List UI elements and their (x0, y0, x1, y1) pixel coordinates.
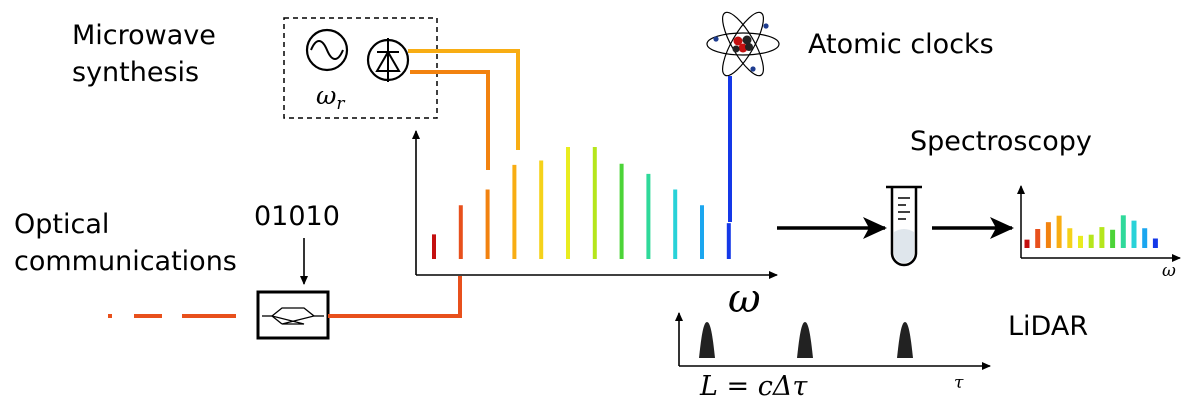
photodiode-wire-orange (410, 70, 490, 170)
microwave-module-box (283, 17, 438, 119)
spectrum-bar-13 (1152, 238, 1158, 248)
lidar-equation: L = cΔτ (699, 371, 808, 402)
spectrum-bar-12 (1142, 228, 1148, 248)
output-fiber (328, 276, 462, 318)
tau-label: τ (954, 373, 964, 393)
spectrum-bar-3 (1045, 222, 1051, 248)
lidar-label: LiDAR (1008, 311, 1088, 342)
atom-icon (706, 11, 780, 77)
microwave-synthesis-label-line2: synthesis (72, 57, 199, 88)
spectrum-bar-11 (1131, 220, 1137, 248)
spectrum-bar-6 (1078, 235, 1083, 248)
optical-communications-label-line2: communications (14, 246, 237, 277)
photodiode-wire-yellow (408, 49, 520, 150)
microwave-synthesis-label-line1: Microwave (72, 20, 216, 51)
oscillator-icon (305, 28, 349, 72)
spectrum-bar-4 (1056, 215, 1062, 248)
lidar-pulse-2 (797, 322, 813, 358)
lidar-pulse-1 (699, 322, 715, 358)
spectrum-bar-2 (1035, 229, 1041, 248)
atomic-clocks-label: Atomic clocks (808, 29, 994, 60)
spectroscopy-label: Spectroscopy (910, 126, 1092, 157)
photodiode-icon (366, 38, 410, 82)
spectrum-bar-7 (1088, 234, 1094, 248)
bit-sequence-label: 01010 (254, 201, 340, 232)
omega-r-label: ωr (316, 81, 345, 114)
mach-zehnder-modulator-icon (256, 290, 330, 340)
spectrum-bar-9 (1110, 229, 1116, 248)
spectrum-bar-1 (1024, 239, 1030, 248)
lidar-pulse-3 (897, 322, 913, 358)
test-tube-icon (886, 185, 922, 267)
spectrum-bar-10 (1120, 215, 1126, 248)
absorption-spectrum-bars (1024, 215, 1158, 248)
spectrum-bar-5 (1067, 228, 1073, 248)
spectrum-bar-8 (1099, 227, 1105, 248)
optical-communications-label-line1: Optical (14, 209, 109, 240)
omega-axis-label: ω (728, 276, 761, 322)
omega-small-label: ω (1162, 261, 1176, 281)
comb-lines (432, 147, 731, 259)
